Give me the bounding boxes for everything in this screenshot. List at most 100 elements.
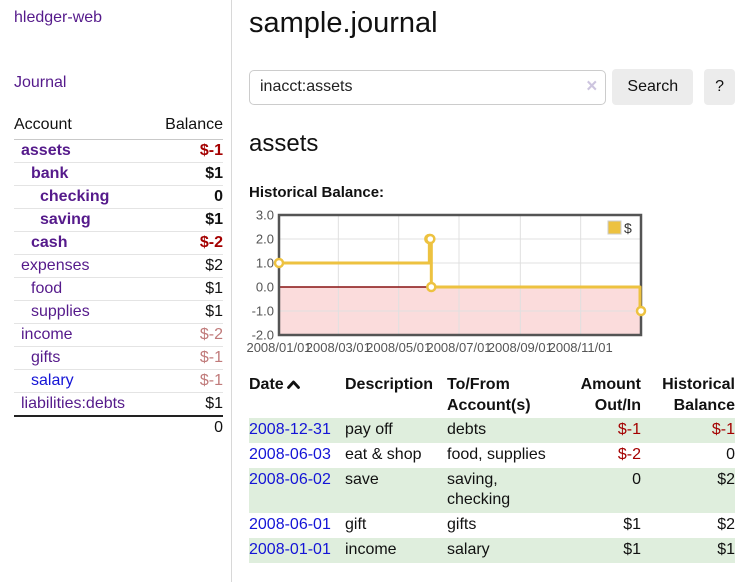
register-historical-cell: $2 bbox=[717, 471, 735, 488]
account-link[interactable]: saving bbox=[40, 211, 91, 228]
account-link[interactable]: gifts bbox=[31, 349, 61, 366]
account-row: bank $1 bbox=[14, 162, 223, 186]
register-amount-cell: $1 bbox=[623, 541, 641, 558]
search-input[interactable] bbox=[249, 69, 607, 105]
svg-text:2008/09/01: 2008/09/01 bbox=[488, 340, 553, 355]
account-balance: $1 bbox=[151, 162, 223, 186]
register-tofrom-cell: debts bbox=[447, 421, 487, 438]
svg-text:2008/01/01: 2008/01/01 bbox=[246, 340, 311, 355]
account-cell: cash bbox=[14, 231, 152, 255]
accounts-total-row: 0 bbox=[14, 415, 223, 439]
register-header-date-label: Date bbox=[249, 376, 284, 393]
svg-text:$: $ bbox=[624, 220, 632, 236]
account-link[interactable]: cash bbox=[31, 234, 68, 251]
account-row: food $1 bbox=[14, 277, 223, 301]
account-balance: $-1 bbox=[151, 369, 223, 393]
account-row: liabilities:debts $1 bbox=[14, 392, 223, 416]
register-header-historical: Historical Balance bbox=[662, 376, 735, 414]
account-balance: $2 bbox=[151, 254, 223, 278]
register-table: Date Description To/From Account(s) Amou… bbox=[249, 372, 735, 563]
register-historical-cell: $2 bbox=[717, 516, 735, 533]
register-date-link[interactable]: 2008-06-03 bbox=[249, 446, 331, 463]
account-row: expenses $2 bbox=[14, 254, 223, 278]
svg-text:3.0: 3.0 bbox=[256, 208, 274, 223]
register-row: 2008-06-02 save saving, checking 0 $2 bbox=[249, 468, 735, 513]
search-button[interactable]: Search bbox=[612, 69, 694, 105]
account-link[interactable]: assets bbox=[21, 142, 71, 159]
register-date-link[interactable]: 2008-06-01 bbox=[249, 516, 331, 533]
account-row: gifts $-1 bbox=[14, 346, 223, 370]
account-cell: food bbox=[14, 277, 152, 301]
svg-text:0.0: 0.0 bbox=[256, 280, 274, 295]
register-description-cell: income bbox=[345, 541, 397, 558]
nav-journal-link[interactable]: Journal bbox=[14, 74, 67, 91]
account-link[interactable]: liabilities:debts bbox=[21, 395, 126, 412]
register-historical-cell: $-1 bbox=[711, 421, 735, 438]
register-historical-cell: 0 bbox=[726, 446, 735, 463]
svg-text:1.0: 1.0 bbox=[256, 256, 274, 271]
register-header-tofrom: To/From Account(s) bbox=[447, 376, 531, 414]
account-link[interactable]: income bbox=[21, 326, 73, 343]
account-link[interactable]: expenses bbox=[21, 257, 90, 274]
clear-search-icon[interactable]: × bbox=[586, 75, 598, 97]
register-date-cell: 2008-01-01 bbox=[249, 538, 345, 563]
account-row: cash $-2 bbox=[14, 231, 223, 255]
account-cell: bank bbox=[14, 162, 152, 186]
register-date-link[interactable]: 2008-06-02 bbox=[249, 471, 331, 488]
search-help-button[interactable]: ? bbox=[704, 69, 735, 105]
register-date-link[interactable]: 2008-01-01 bbox=[249, 541, 331, 558]
register-row: 2008-06-03 eat & shop food, supplies $-2 0 bbox=[249, 443, 735, 468]
register-tofrom-cell: saving, checking bbox=[447, 471, 511, 508]
register-tofrom-cell: gifts bbox=[447, 516, 477, 533]
account-link[interactable]: bank bbox=[31, 165, 69, 182]
register-header-description: Description bbox=[345, 376, 434, 393]
register-header-amount: Amount Out/In bbox=[580, 376, 641, 414]
account-balance: $1 bbox=[151, 208, 223, 232]
svg-text:2008/07/01: 2008/07/01 bbox=[426, 340, 491, 355]
account-link[interactable]: checking bbox=[40, 188, 110, 205]
register-historical-cell: $1 bbox=[717, 541, 735, 558]
account-cell: income bbox=[14, 323, 152, 347]
register-row: 2008-06-01 gift gifts $1 $2 bbox=[249, 513, 735, 538]
register-date-cell: 2008-06-03 bbox=[249, 443, 345, 468]
account-row: income $-2 bbox=[14, 323, 223, 347]
search-form: × Search ? bbox=[249, 69, 735, 105]
svg-text:2.0: 2.0 bbox=[256, 232, 274, 247]
account-cell: expenses bbox=[14, 254, 152, 278]
account-link[interactable]: food bbox=[31, 280, 63, 297]
account-cell: saving bbox=[14, 208, 152, 232]
search-input-wrap: × bbox=[249, 69, 607, 105]
account-balance: $-1 bbox=[151, 346, 223, 370]
accounts-total-balance: 0 bbox=[151, 415, 223, 439]
svg-text:2008/03/01: 2008/03/01 bbox=[306, 340, 371, 355]
register-date-link[interactable]: 2008-12-31 bbox=[249, 421, 331, 438]
register-description-cell: gift bbox=[345, 516, 367, 533]
account-row: assets $-1 bbox=[14, 140, 223, 163]
register-description-cell: pay off bbox=[345, 421, 393, 438]
main-content: sample.journal × Search ? assets Histori… bbox=[233, 0, 742, 582]
register-amount-cell: $-1 bbox=[617, 421, 641, 438]
account-balance: $1 bbox=[151, 392, 223, 416]
svg-text:2008/11/01: 2008/11/01 bbox=[549, 340, 613, 355]
account-link[interactable]: salary bbox=[31, 372, 74, 389]
register-row: 2008-12-31 pay off debts $-1 $-1 bbox=[249, 418, 735, 443]
account-cell: checking bbox=[14, 185, 152, 209]
account-link[interactable]: supplies bbox=[31, 303, 90, 320]
register-row: 2008-01-01 income salary $1 $1 bbox=[249, 538, 735, 563]
register-description-cell: save bbox=[345, 471, 379, 488]
accounts-header-balance: Balance bbox=[151, 114, 223, 140]
register-header-row: Date Description To/From Account(s) Amou… bbox=[249, 372, 735, 418]
account-cell: gifts bbox=[14, 346, 152, 370]
brand-link[interactable]: hledger-web bbox=[14, 9, 103, 26]
balance-chart: $3.0 2.0 1.0 0.0 -1.0 -2.02008/01/012008/03/0… bbox=[246, 208, 647, 355]
register-tofrom-cell: food, supplies bbox=[447, 446, 546, 463]
account-cell: supplies bbox=[14, 300, 152, 324]
register-header-date[interactable]: Date bbox=[249, 372, 345, 418]
sidebar-nav: Journal bbox=[14, 74, 223, 92]
register-date-cell: 2008-12-31 bbox=[249, 418, 345, 443]
sort-ascending-icon bbox=[286, 380, 300, 389]
page-title: sample.journal bbox=[249, 7, 438, 39]
svg-text:-2.0: -2.0 bbox=[252, 328, 274, 343]
account-heading: assets bbox=[249, 130, 319, 157]
